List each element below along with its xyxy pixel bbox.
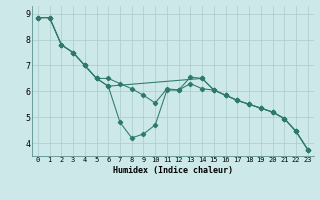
X-axis label: Humidex (Indice chaleur): Humidex (Indice chaleur) <box>113 166 233 175</box>
